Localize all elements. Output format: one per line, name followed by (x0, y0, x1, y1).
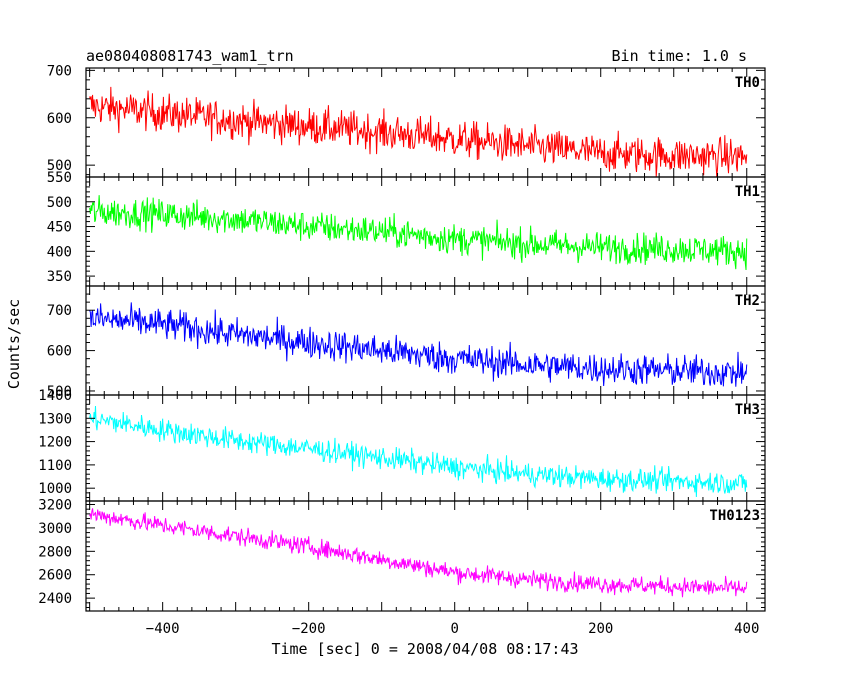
y-tick-label: 700 (47, 303, 72, 319)
series-line-th0 (89, 86, 748, 177)
panel-th1: 350 400 450 500 550 TH1 (47, 170, 766, 287)
series-line-th0123 (89, 508, 748, 598)
y-tick-label: 2400 (38, 591, 72, 607)
y-tick-label: 600 (47, 344, 72, 360)
series-line-th2 (89, 302, 748, 387)
panel-label-th3: TH3 (735, 402, 760, 418)
panel-frame (85, 285, 766, 396)
x-axis-label: Time [sec] 0 = 2008/04/08 08:17:43 (271, 640, 578, 658)
y-axis-label: Counts/sec (5, 299, 23, 389)
y-tick-label: 500 (47, 158, 72, 174)
y-tick-label: 500 (47, 195, 72, 211)
panel-th3: 1000 1100 1200 1300 1400 TH3 (38, 388, 766, 502)
y-tick-label: 700 (47, 63, 72, 79)
y-tick-label: 3000 (38, 521, 72, 537)
y-tick-label: 600 (47, 111, 72, 127)
y-tick-label: 1400 (38, 388, 72, 404)
y-tick-label: 400 (47, 244, 72, 260)
panel-frame (85, 176, 766, 287)
y-tick-label: 1200 (38, 435, 72, 451)
y-tick-label: 1000 (38, 481, 72, 497)
y-tick-label: 550 (47, 170, 72, 186)
y-tick-label: 1100 (38, 458, 72, 474)
x-tick-label: −400 (146, 621, 180, 637)
panel-th0: 500 600 700 TH0 (47, 63, 766, 178)
y-tick-label: 2600 (38, 568, 72, 584)
panel-label-th0123: TH0123 (709, 508, 760, 524)
x-tick-label: −200 (292, 621, 326, 637)
panel-label-th1: TH1 (735, 184, 760, 200)
series-line-th1 (89, 195, 748, 271)
panel-th0123: 2400 2600 2800 3000 3200 TH0123 (38, 498, 766, 612)
panel-frame (85, 500, 766, 612)
bin-time-label: Bin time: 1.0 s (612, 47, 747, 65)
y-tick-label: 350 (47, 269, 72, 285)
y-tick-label: 450 (47, 220, 72, 236)
series-line-th3 (89, 405, 748, 498)
panels: 500600700TH0350400450500550TH1500600700T… (38, 63, 766, 637)
panel-frame (85, 67, 766, 178)
y-tick-label: 1300 (38, 411, 72, 427)
x-tick-label: 200 (588, 621, 613, 637)
panel-label-th0: TH0 (735, 75, 760, 91)
y-tick-label: 500 (47, 384, 72, 400)
x-tick-label: 0 (450, 621, 458, 637)
y-tick-label: 2800 (38, 544, 72, 560)
panel-label-th2: TH2 (735, 293, 760, 309)
y-tick-label: 3200 (38, 498, 72, 514)
x-tick-label: 400 (734, 621, 759, 637)
chart-title: ae080408081743_wam1_trn (86, 47, 294, 65)
panel-th2: 500 600 700 TH2 (47, 285, 766, 400)
